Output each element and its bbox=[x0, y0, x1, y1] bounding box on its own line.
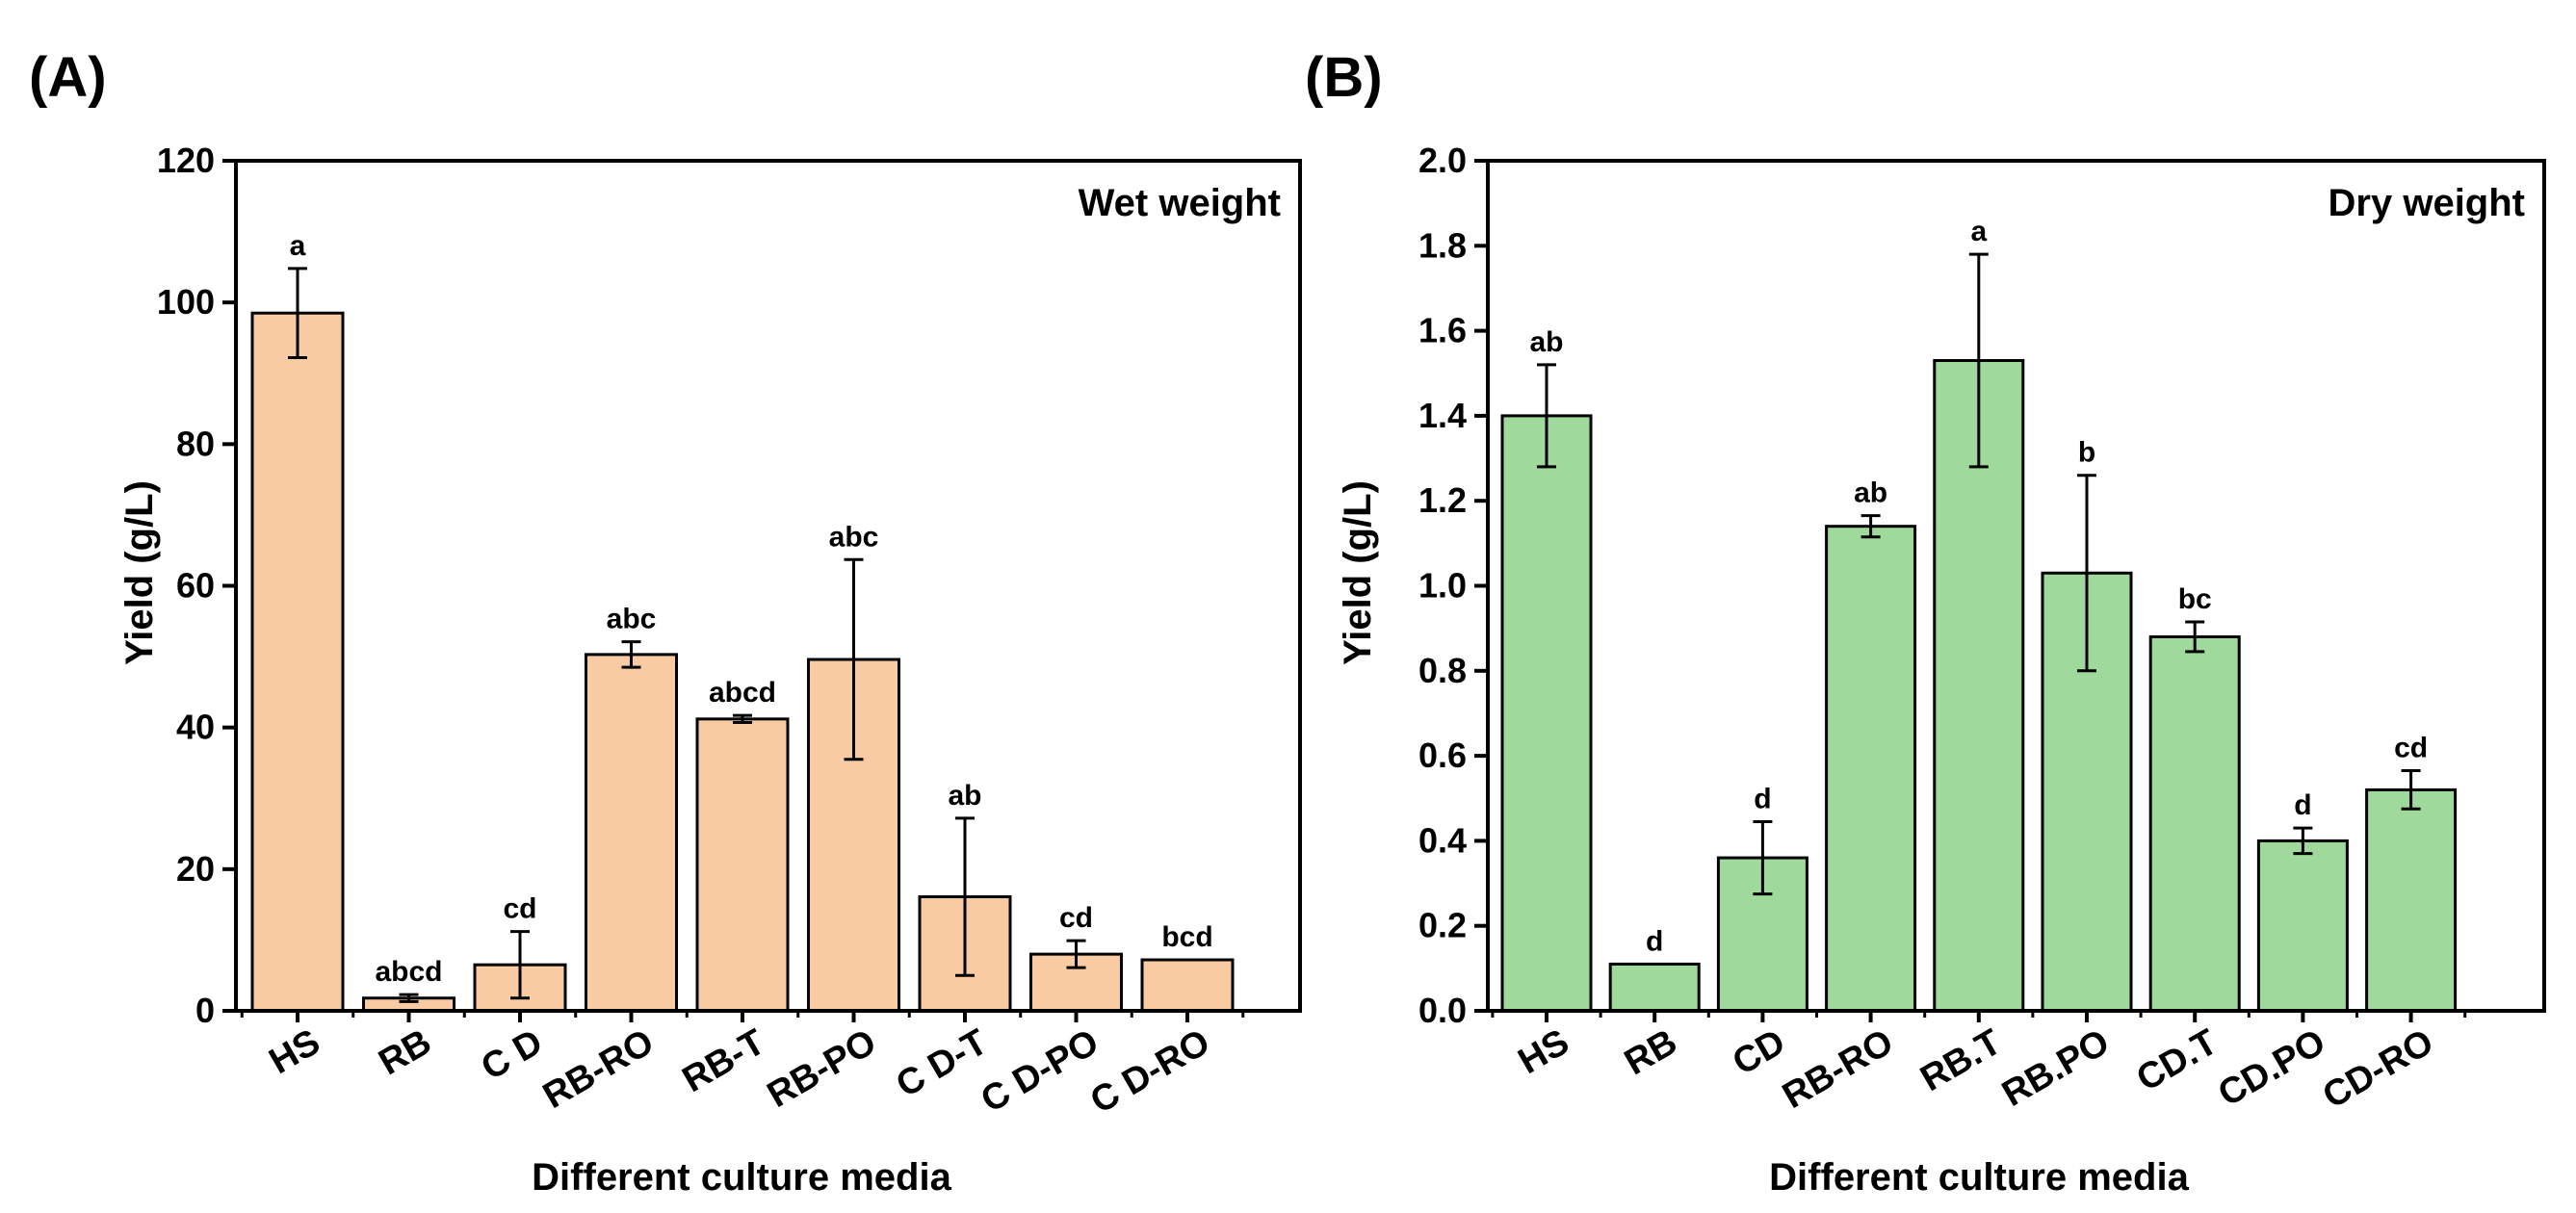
panel-b-bar bbox=[1825, 525, 1917, 1013]
panel-a-bar bbox=[585, 653, 678, 1013]
panel-b-y-axis-title: Yield (g/L) bbox=[1337, 480, 1379, 665]
panel-a-error-bar bbox=[621, 640, 641, 669]
panel-a-significance-label: abcd bbox=[375, 956, 442, 988]
panel-b-marks: 0.00.20.40.60.81.01.21.41.61.82.0abHSdRB… bbox=[1418, 141, 2467, 1117]
panel-b-y-tick-label: 0.0 bbox=[1418, 991, 1467, 1030]
panel-a-x-tick-label: C D-RO bbox=[1083, 1021, 1216, 1122]
panel-b-error-bar bbox=[2401, 769, 2421, 811]
panel-b-significance-label: bc bbox=[2178, 583, 2212, 615]
panel-a-significance-label: cd bbox=[503, 893, 536, 925]
panel-b-x-axis-title: Different culture media bbox=[1769, 1156, 2189, 1199]
panel-a-significance-label: a bbox=[290, 230, 306, 262]
panel-b-significance-label: d bbox=[1646, 925, 1663, 957]
panel-a-y-tick-label: 0 bbox=[195, 991, 215, 1030]
panel-a-error-bar bbox=[288, 267, 307, 360]
panel-b-y-tick-label: 1.6 bbox=[1418, 311, 1467, 350]
panel-b-legend: Dry weight bbox=[2329, 182, 2525, 224]
panel-a-significance-label: cd bbox=[1059, 902, 1093, 934]
panel-a-legend: Wet weight bbox=[1079, 182, 1281, 224]
panel-a-x-tick-label: RB-PO bbox=[761, 1021, 883, 1116]
panel-a-x-tick-label: RB bbox=[372, 1021, 438, 1083]
panel-b-significance-label: d bbox=[1754, 784, 1771, 815]
panel-a-error-bar bbox=[510, 930, 530, 1000]
panel-a-bar bbox=[695, 717, 790, 1013]
panel-a-y-tick-label: 80 bbox=[176, 424, 215, 463]
panel-b-error-bar bbox=[2077, 474, 2096, 673]
panel-b-significance-label: ab bbox=[1854, 477, 1887, 509]
panel-b-bar bbox=[2148, 634, 2241, 1013]
panel-a-bar bbox=[250, 311, 345, 1013]
panel-b-label: (B) bbox=[1305, 46, 1383, 109]
panel-b-bar bbox=[1500, 414, 1593, 1013]
panel-b-y-tick-label: 1.8 bbox=[1418, 225, 1467, 265]
panel-b-x-tick-label: CD.T bbox=[2130, 1021, 2225, 1099]
panel-a-y-axis-title: Yield (g/L) bbox=[118, 480, 161, 665]
panel-b-y-tick-label: 1.0 bbox=[1418, 566, 1467, 606]
panel-a-y-tick-label: 60 bbox=[176, 566, 215, 606]
panel-a-x-tick-label: RB-T bbox=[676, 1021, 772, 1100]
panel-b-bar bbox=[1933, 359, 2025, 1013]
panel-b-bar bbox=[1608, 962, 1701, 1013]
panel-a-y-tick-label: 120 bbox=[157, 141, 215, 180]
panel-b-y-tick-label: 0.8 bbox=[1418, 651, 1467, 690]
panel-b-significance-label: b bbox=[2078, 437, 2095, 469]
panel-a-y-tick-label: 20 bbox=[176, 849, 215, 889]
panel-a-y-tick-label: 100 bbox=[157, 282, 215, 322]
panel-b-y-tick-label: 0.4 bbox=[1418, 820, 1467, 860]
panel-a-x-tick-label: RB-RO bbox=[536, 1021, 661, 1117]
panel-a-error-bar bbox=[733, 713, 752, 725]
panel-b-x-tick-label: RB-RO bbox=[1776, 1021, 1900, 1117]
panel-b-significance-label: d bbox=[2294, 789, 2311, 821]
panel-a-error-bar bbox=[1066, 939, 1086, 969]
panel-a-y-tick-label: 40 bbox=[176, 708, 215, 747]
panel-b-bar bbox=[2365, 787, 2458, 1013]
panel-b-x-tick-label: RB.PO bbox=[1995, 1021, 2116, 1115]
panel-a-frame bbox=[234, 159, 1302, 1013]
panel-b-x-tick-label: HS bbox=[1512, 1021, 1576, 1082]
panel-b-y-tick-label: 1.4 bbox=[1418, 396, 1467, 435]
panel-b-y-tick-label: 2.0 bbox=[1418, 141, 1467, 180]
panel-b-y-tick-label: 1.2 bbox=[1418, 480, 1467, 520]
panel-a-x-tick-label: C D bbox=[475, 1021, 550, 1088]
panel-a-error-bar bbox=[955, 816, 975, 977]
panel-b-y-tick-label: 0.2 bbox=[1418, 906, 1467, 945]
panel-b-x-tick-label: CD-RO bbox=[2316, 1021, 2440, 1117]
panel-b-significance-label: a bbox=[1970, 216, 1987, 247]
panel-a-significance-label: abcd bbox=[709, 677, 776, 709]
panel-a-x-axis-title: Different culture media bbox=[532, 1156, 951, 1199]
panel-a-significance-label: abc bbox=[607, 604, 657, 635]
panel-b-significance-label: ab bbox=[1529, 326, 1563, 358]
panel-a-significance-label: ab bbox=[948, 780, 981, 812]
panel-a-bar bbox=[1140, 958, 1235, 1013]
panel-a-error-bar bbox=[399, 993, 419, 1003]
panel-b-x-tick-label: CD bbox=[1726, 1021, 1792, 1083]
panel-a-x-tick-label: HS bbox=[263, 1021, 327, 1082]
panel-a-x-tick-label: C D-PO bbox=[975, 1021, 1106, 1121]
panel-b-x-tick-label: CD.PO bbox=[2212, 1021, 2332, 1115]
panel-b-x-tick-label: RB bbox=[1618, 1021, 1684, 1083]
panel-b-x-tick-label: RB.T bbox=[1914, 1021, 2009, 1099]
panel-b-error-bar bbox=[1537, 363, 1556, 469]
panel-a-significance-label: bcd bbox=[1161, 921, 1212, 953]
panel-b-y-tick-label: 0.6 bbox=[1418, 736, 1467, 775]
panel-a-chart: (A) Wet weight Yield (g/L) Different cul… bbox=[29, 46, 1302, 1199]
panel-b-chart: (B) Dry weight Yield (g/L) Different cul… bbox=[1305, 46, 2546, 1199]
panel-b-error-bar bbox=[2293, 826, 2313, 856]
panel-b-error-bar bbox=[1860, 514, 1881, 539]
panel-b-frame bbox=[1486, 159, 2546, 1013]
panel-a-label: (A) bbox=[29, 46, 107, 109]
panel-b-error-bar bbox=[1753, 820, 1773, 896]
panel-b-significance-label: cd bbox=[2394, 733, 2428, 764]
panel-b-bar bbox=[2256, 839, 2349, 1013]
panel-a-error-bar bbox=[844, 557, 864, 761]
panel-b-error-bar bbox=[2185, 620, 2205, 654]
panel-b-error-bar bbox=[1968, 252, 1989, 469]
panel-a-significance-label: abc bbox=[829, 521, 879, 553]
